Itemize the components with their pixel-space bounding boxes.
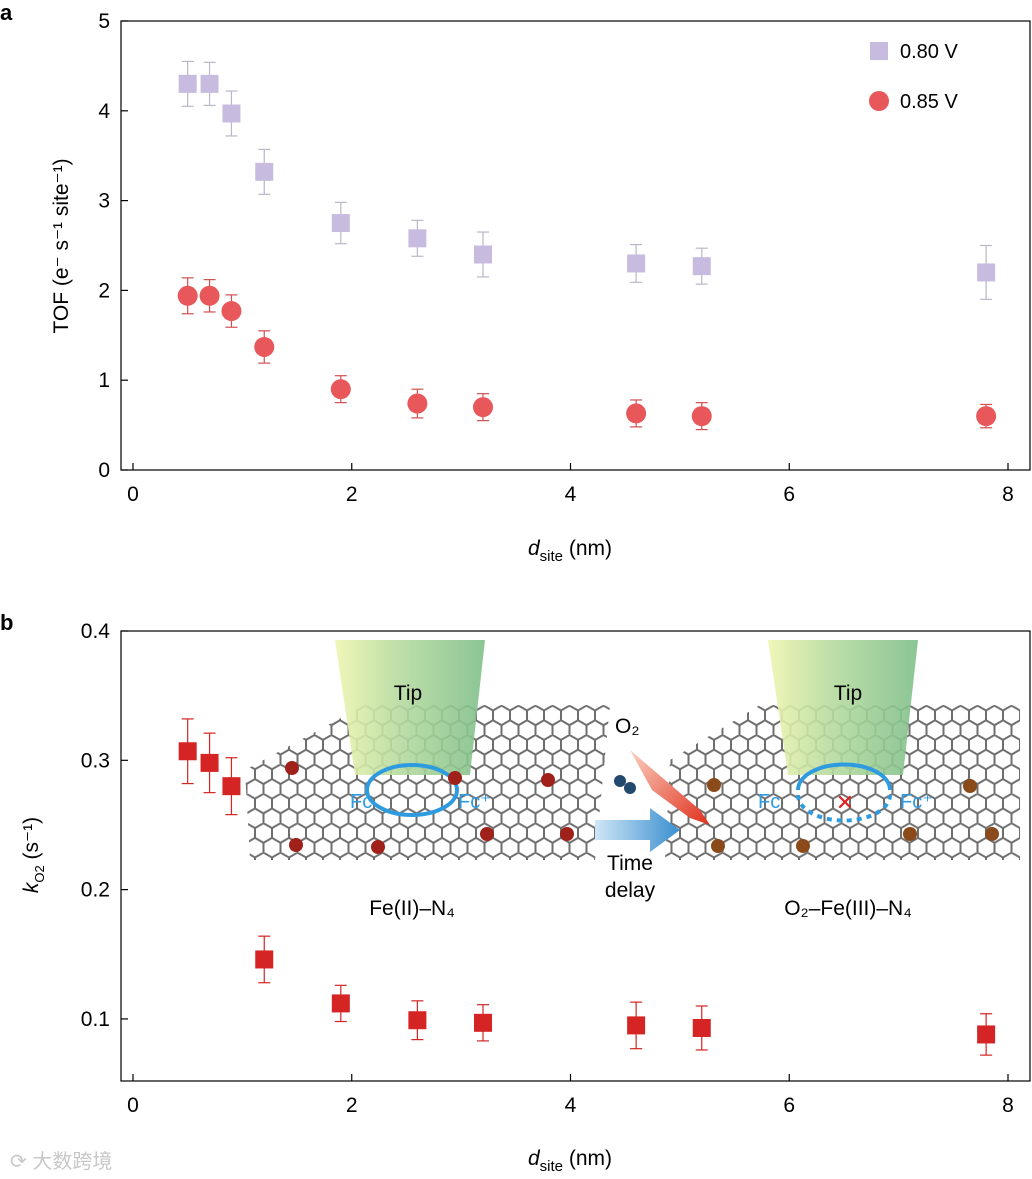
legend-label-080: 0.80 V [900,41,958,63]
data-point [692,257,711,276]
legend-marker-080 [870,42,888,60]
x-tick-label: 8 [1002,1094,1014,1117]
data-point [407,393,428,414]
data-point [178,742,197,761]
panel-a-axes-frame [120,20,1031,471]
fc-plus-right: Fc⁺ [900,791,933,813]
data-point [976,406,997,427]
y-axis-label-a: TOF (e⁻ s⁻¹ site⁻¹) [50,158,73,333]
y-tick-label: 4 [98,100,110,123]
redox-cycle-right [796,762,892,791]
y-tick-label: 0.2 [81,879,110,902]
data-point [222,777,241,796]
data-point [977,263,996,282]
data-point [255,950,274,969]
y-tick-label: 5 [98,10,110,33]
x-axis-label-a: dsite (nm) [528,537,612,565]
o2-arrow-icon [630,750,710,825]
y-tick-label: 0 [98,459,110,482]
y-tick-label: 0.3 [81,749,110,772]
data-point [627,1016,646,1035]
o2-fe3-n4-label: O₂–Fe(III)–N₄ [784,897,912,920]
x-tick-label: 2 [346,483,358,506]
x-axis-label-b: dsite (nm) [528,1147,612,1175]
data-point [331,994,350,1013]
data-point [221,301,242,322]
time-delay-label-1: Time [607,852,653,875]
data-point [178,74,197,93]
graphene-sheet-right [665,705,1020,860]
y-axis-label-b: kO2 (s⁻¹) [20,817,47,893]
data-point [977,1025,996,1044]
legend-label-085: 0.85 V [900,91,958,113]
watermark: ⟳ 大数跨境 [10,1150,112,1173]
redox-cycle-left [365,763,459,817]
tip-left-label: Tip [394,682,422,705]
x-tick-label: 2 [346,1094,358,1117]
y-tick-label: 2 [98,279,110,302]
o2-label: O₂ [615,715,640,738]
data-point [255,162,274,181]
data-point [408,229,427,248]
data-point [177,285,198,306]
data-point [408,1011,427,1030]
panel-b-axes-frame [120,630,1031,1082]
y-tick-label: 0.1 [81,1008,110,1031]
y-tick-label: 3 [98,190,110,213]
data-point [626,403,647,424]
data-point [691,406,712,427]
blocked-cycle-right [796,794,892,823]
data-point [474,1013,492,1032]
tip-right-label: Tip [834,682,862,705]
fc-left: Fc [350,791,372,813]
fe-atoms [285,761,999,854]
graphene-sheet-left [245,705,610,860]
data-point [222,104,241,123]
panel-a-label: a [0,0,13,25]
y-tick-label: 1 [98,369,110,392]
data-point [200,74,219,93]
y-tick-label: 0.4 [81,620,111,643]
time-delay-arrow-icon [595,808,680,852]
data-point [474,245,492,264]
panel-b-label: b [0,610,13,635]
blocked-x-icon: ✕ [836,790,854,815]
data-point [200,753,219,772]
data-point [330,379,351,400]
fc-right: Fc [758,791,780,813]
tip-left [335,640,485,775]
tip-right [768,640,918,775]
x-tick-label: 0 [127,483,139,506]
data-point [254,336,275,357]
data-point [627,254,646,273]
time-delay-label-2: delay [605,879,656,902]
x-tick-label: 0 [127,1094,139,1117]
x-tick-label: 4 [565,1094,577,1117]
data-point [199,285,220,306]
fc-plus-left: Fc⁺ [458,791,491,813]
data-point [473,397,493,418]
fe2-n4-label: Fe(II)–N₄ [369,897,455,920]
x-tick-label: 6 [783,483,795,506]
schematic-inset: Tip Tip ✕ Fc Fc⁺ Fc Fc⁺ O₂ Time delay Fe… [245,640,1020,920]
legend-marker-085 [869,91,889,111]
x-tick-label: 6 [783,1094,795,1117]
x-tick-label: 4 [565,483,577,506]
x-tick-label: 8 [1002,483,1014,506]
data-point [331,214,350,233]
legend: 0.80 V 0.85 V [869,41,958,113]
data-point [692,1018,711,1037]
o2-molecule-icon [614,775,626,787]
